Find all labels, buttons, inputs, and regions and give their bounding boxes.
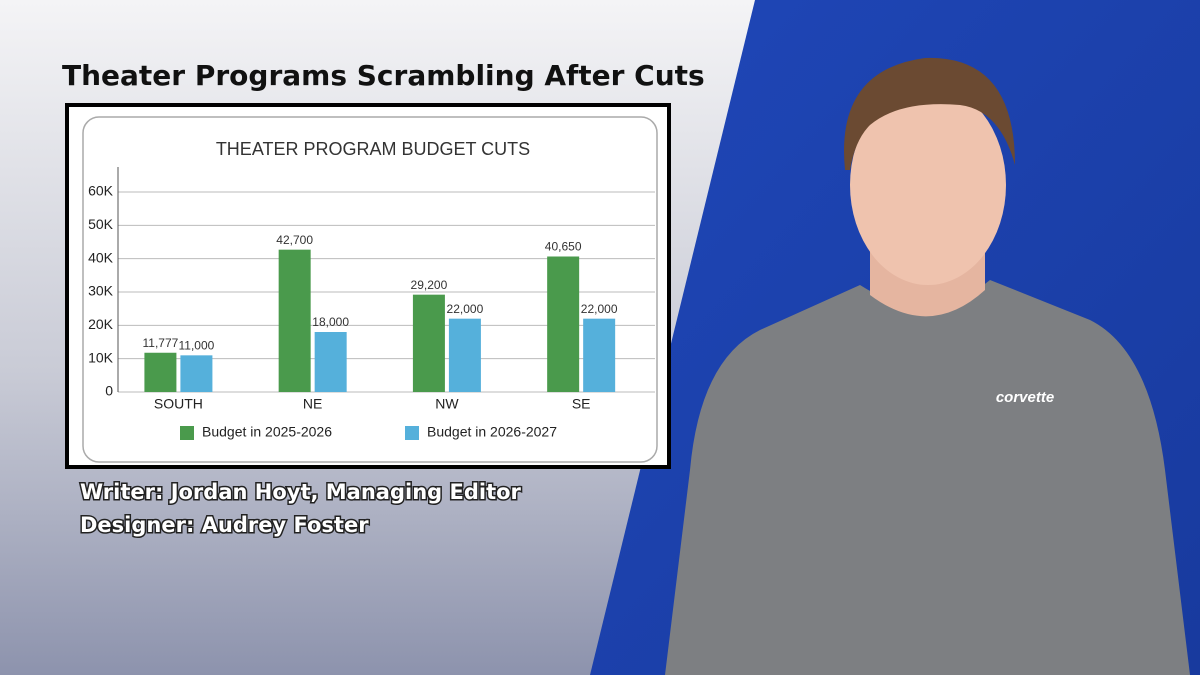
bar — [180, 355, 213, 392]
presenter: corvette — [665, 57, 1190, 675]
x-tick-label: NW — [435, 396, 459, 412]
y-tick-label: 60K — [88, 183, 114, 199]
value-label: 22,000 — [581, 302, 618, 316]
legend-label: Budget in 2025-2026 — [202, 424, 332, 440]
plot: 0 10K 20K 30K 40K 50K 60K SOUTH 11,777 11,000 NE 42… — [88, 167, 655, 440]
credit-designer: Designer: Audrey Foster — [80, 513, 369, 537]
legend-label: Budget in 2026-2027 — [427, 424, 557, 440]
value-label: 11,000 — [179, 339, 215, 353]
value-label: 42,700 — [276, 233, 313, 247]
y-tick-label: 40K — [88, 249, 114, 265]
chart-title: THEATER PROGRAM BUDGET CUTS — [216, 139, 530, 159]
x-tick-label: SE — [572, 396, 591, 412]
bar — [412, 294, 445, 392]
legend-swatch — [180, 426, 194, 440]
value-label: 11,777 — [143, 336, 179, 350]
y-tick-label: 20K — [88, 316, 114, 332]
y-tick-label: 30K — [88, 283, 114, 299]
bar — [547, 256, 580, 392]
headline: Theater Programs Scrambling After Cuts — [62, 59, 705, 92]
value-label: 40,650 — [545, 240, 582, 254]
value-label: 18,000 — [312, 315, 349, 329]
bar — [278, 249, 311, 392]
face — [850, 85, 1006, 285]
chart-panel — [82, 116, 658, 463]
value-label: 22,000 — [447, 302, 484, 316]
legend-swatch — [405, 426, 419, 440]
x-tick-label: NE — [303, 396, 322, 412]
shirt — [665, 280, 1190, 675]
bar — [448, 318, 481, 392]
hair — [844, 57, 1015, 171]
x-tick-label: SOUTH — [154, 396, 203, 412]
bar — [583, 318, 616, 392]
shirt-logo: corvette — [996, 389, 1054, 406]
y-tick-label: 0 — [105, 383, 113, 399]
bar — [144, 352, 177, 392]
bar — [314, 332, 347, 392]
y-tick-label: 10K — [88, 349, 114, 365]
y-tick-label: 50K — [88, 216, 114, 232]
credit-writer: Writer: Jordan Hoyt, Managing Editor — [80, 480, 522, 504]
value-label: 29,200 — [411, 278, 448, 292]
